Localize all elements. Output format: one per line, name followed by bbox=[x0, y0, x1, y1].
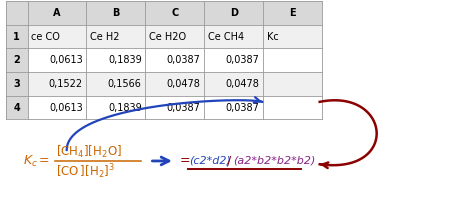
Text: $[\mathregular{CO}\,][\mathregular{H_2}]^3$: $[\mathregular{CO}\,][\mathregular{H_2}]… bbox=[56, 162, 115, 181]
Text: A: A bbox=[53, 8, 61, 18]
Text: 2: 2 bbox=[13, 55, 20, 65]
Text: 0,0478: 0,0478 bbox=[166, 79, 200, 89]
Text: =: = bbox=[39, 154, 49, 168]
Bar bbox=[6, 1, 321, 25]
Text: Ce H2: Ce H2 bbox=[90, 32, 119, 42]
Bar bbox=[6, 96, 321, 119]
Bar bbox=[6, 48, 321, 72]
Text: 1: 1 bbox=[13, 32, 20, 42]
Text: E: E bbox=[289, 8, 295, 18]
Text: 0,0387: 0,0387 bbox=[225, 102, 259, 113]
Text: 0,0387: 0,0387 bbox=[166, 55, 200, 65]
Text: 3: 3 bbox=[13, 79, 20, 89]
Text: D: D bbox=[229, 8, 237, 18]
Text: Kc: Kc bbox=[266, 32, 278, 42]
Text: 0,1839: 0,1839 bbox=[108, 102, 141, 113]
Text: 0,1839: 0,1839 bbox=[108, 55, 141, 65]
Text: 4: 4 bbox=[13, 102, 20, 113]
Bar bbox=[6, 72, 321, 96]
Text: 0,0613: 0,0613 bbox=[49, 102, 83, 113]
Text: C: C bbox=[171, 8, 178, 18]
Text: (a2*b2*b2*b2): (a2*b2*b2*b2) bbox=[232, 156, 314, 166]
Text: Ce H2O: Ce H2O bbox=[149, 32, 186, 42]
Text: B: B bbox=[112, 8, 119, 18]
Text: (c2*d2): (c2*d2) bbox=[189, 156, 231, 166]
Text: 0,1566: 0,1566 bbox=[107, 79, 141, 89]
Bar bbox=[6, 25, 28, 119]
Text: 0,0613: 0,0613 bbox=[49, 55, 83, 65]
Bar bbox=[6, 25, 321, 48]
Text: $\mathit{K_c}$: $\mathit{K_c}$ bbox=[23, 154, 38, 168]
Text: =: = bbox=[179, 154, 190, 168]
Text: ce CO: ce CO bbox=[31, 32, 60, 42]
Text: 0,0478: 0,0478 bbox=[225, 79, 259, 89]
Text: 0,1522: 0,1522 bbox=[49, 79, 83, 89]
Text: /: / bbox=[227, 154, 231, 168]
Text: Ce CH4: Ce CH4 bbox=[207, 32, 244, 42]
Text: 0,0387: 0,0387 bbox=[166, 102, 200, 113]
Text: $[\mathregular{CH_4}][\mathregular{H_2O}]$: $[\mathregular{CH_4}][\mathregular{H_2O}… bbox=[56, 144, 122, 160]
Text: 0,0387: 0,0387 bbox=[225, 55, 259, 65]
